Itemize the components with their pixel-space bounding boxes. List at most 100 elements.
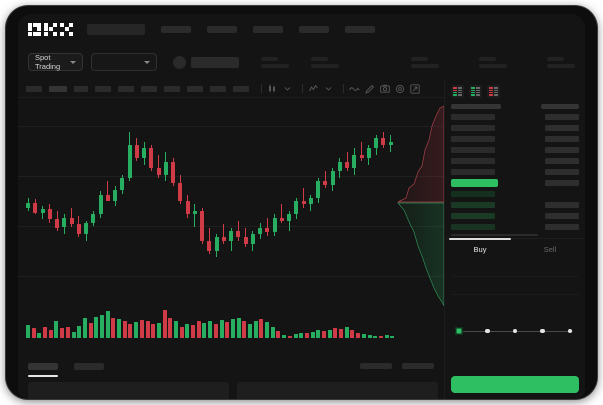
amount-field[interactable] <box>451 281 579 295</box>
orderbook-mode-both[interactable] <box>451 85 464 98</box>
timeframe-8[interactable] <box>187 85 203 92</box>
slider-stop-100[interactable] <box>567 328 573 333</box>
slider-stop-75[interactable] <box>540 328 545 333</box>
amount-slider[interactable] <box>455 327 575 335</box>
nav-item-2[interactable] <box>207 25 237 33</box>
nav-item-5[interactable] <box>345 25 375 33</box>
candlestick-series <box>26 112 396 277</box>
slider-stop-25[interactable] <box>485 328 490 333</box>
timeframe-9[interactable] <box>210 85 226 92</box>
slider-handle[interactable] <box>455 327 463 335</box>
timeframe-10[interactable] <box>233 85 249 92</box>
nav-item-1[interactable] <box>161 25 191 33</box>
nav-item-4[interactable] <box>299 25 329 33</box>
bottom-tab-1[interactable] <box>28 362 58 377</box>
candle-body <box>381 138 386 145</box>
orderbook-ask-row[interactable] <box>451 123 579 132</box>
stat-value <box>411 63 439 68</box>
total-field[interactable] <box>451 299 579 313</box>
volume-bar <box>384 334 389 338</box>
orderbook-mode-asks[interactable] <box>487 85 500 98</box>
volume-bar <box>82 318 87 338</box>
gear-icon[interactable] <box>394 83 405 94</box>
candle-body <box>337 161 342 172</box>
stat-key <box>411 56 428 61</box>
timeframe-5[interactable] <box>118 85 134 92</box>
volume-bar <box>339 328 344 338</box>
volume-bar <box>196 320 201 338</box>
volume-bar <box>316 330 321 338</box>
candlestick-type-icon[interactable] <box>267 83 278 94</box>
submit-buy-button[interactable] <box>451 376 579 393</box>
candle-body <box>69 217 74 225</box>
volume-bar <box>43 326 48 338</box>
orderbook-scrollbar[interactable] <box>451 234 538 236</box>
candle-body <box>323 181 328 185</box>
orderbook-col-price <box>451 104 501 109</box>
bottom-tab-2[interactable] <box>74 362 104 370</box>
line-wave-icon[interactable] <box>349 83 360 94</box>
timeframe-6[interactable] <box>141 85 157 92</box>
volume-bar <box>151 324 156 338</box>
timeframe-7[interactable] <box>164 85 180 92</box>
volume-bar <box>282 334 287 338</box>
pencil-icon[interactable] <box>364 83 375 94</box>
volume-bar <box>270 326 275 338</box>
bottom-panels <box>28 382 438 399</box>
chevron-down-icon[interactable] <box>323 83 334 94</box>
orderbook-bid-row[interactable] <box>451 211 579 220</box>
okx-logo[interactable] <box>28 22 73 36</box>
timeframe-4[interactable] <box>95 85 111 92</box>
volume-bar <box>390 336 395 338</box>
tab-buy[interactable]: Buy <box>445 238 515 259</box>
search-input[interactable] <box>87 23 145 35</box>
candle-body <box>345 161 350 169</box>
stat-key <box>261 56 278 61</box>
price-field[interactable] <box>451 263 579 277</box>
bottom-action-2[interactable] <box>402 363 434 369</box>
nav-item-3[interactable] <box>253 25 283 33</box>
candle-body <box>113 189 118 202</box>
indicator-icon[interactable] <box>308 83 319 94</box>
volume-bar <box>122 320 127 338</box>
timeframe-3[interactable] <box>74 85 88 92</box>
orderbook-bid-row[interactable] <box>451 189 579 198</box>
depth-chart <box>396 106 444 306</box>
camera-icon[interactable] <box>379 83 390 94</box>
fullscreen-icon[interactable] <box>409 83 420 94</box>
price-chart[interactable] <box>18 98 444 356</box>
orderbook-ask-row[interactable] <box>451 134 579 143</box>
timeframe-2[interactable] <box>49 85 67 92</box>
last-price <box>451 178 498 187</box>
orderbook-bid-row[interactable] <box>451 200 579 209</box>
orderbook-mode-bids[interactable] <box>469 85 482 98</box>
candle-body <box>91 214 96 223</box>
orderbook-rows[interactable] <box>445 112 585 231</box>
bottom-action-1[interactable] <box>360 363 392 369</box>
candle-body <box>134 145 139 159</box>
volume-bar <box>208 321 213 338</box>
chart-toolbar <box>18 80 585 98</box>
volume-bar <box>367 334 372 338</box>
volume-bar <box>322 331 326 338</box>
panel-right[interactable] <box>237 382 438 399</box>
slider-stop-50[interactable] <box>512 328 518 333</box>
orderbook-ask-row[interactable] <box>451 156 579 165</box>
volume-bar <box>111 317 116 338</box>
orderbook-last-price-row[interactable] <box>451 178 579 187</box>
tab-sell[interactable]: Sell <box>543 245 557 254</box>
trading-mode-dropdown[interactable]: Spot Trading <box>28 53 84 71</box>
ask-price <box>451 157 495 164</box>
timeframe-1[interactable] <box>26 85 42 92</box>
volume-bar <box>117 319 122 338</box>
chevron-down-icon[interactable] <box>282 83 293 94</box>
orderbook-ask-row[interactable] <box>451 167 579 176</box>
panel-left[interactable] <box>28 382 229 399</box>
pair-name-label <box>191 56 239 68</box>
volume-bar <box>185 323 190 338</box>
toolbar-divider <box>261 84 262 93</box>
orderbook-bid-row[interactable] <box>451 222 579 231</box>
orderbook-ask-row[interactable] <box>451 145 579 154</box>
pair-select[interactable] <box>91 53 157 71</box>
orderbook-ask-row[interactable] <box>451 112 579 121</box>
